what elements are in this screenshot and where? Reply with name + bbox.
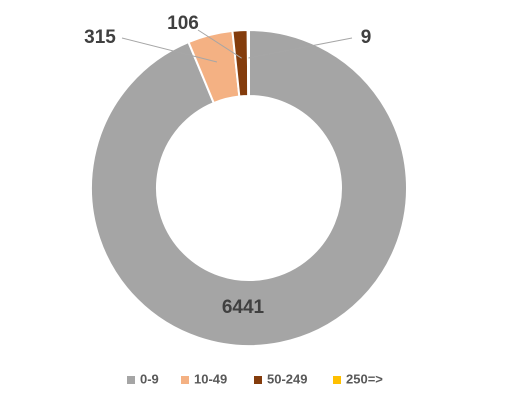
- leader-line: [197, 29, 242, 59]
- legend-marker: [333, 376, 341, 384]
- legend-label: 50-249: [267, 371, 307, 386]
- legend-marker: [127, 376, 135, 384]
- leader-line: [248, 37, 353, 59]
- data-label: 315: [84, 27, 116, 48]
- donut-slice: [90, 28, 408, 347]
- legend-label: 250=>: [346, 371, 383, 386]
- legend-marker: [254, 376, 262, 384]
- legend-label: 10-49: [194, 371, 227, 386]
- legend-label: 0-9: [140, 371, 159, 386]
- leader-line: [121, 37, 218, 63]
- data-label: 6441: [222, 297, 265, 318]
- donut-slice: [246, 28, 250, 98]
- data-label: 106: [167, 13, 199, 34]
- data-label: 9: [361, 27, 372, 48]
- legend-marker: [181, 376, 189, 384]
